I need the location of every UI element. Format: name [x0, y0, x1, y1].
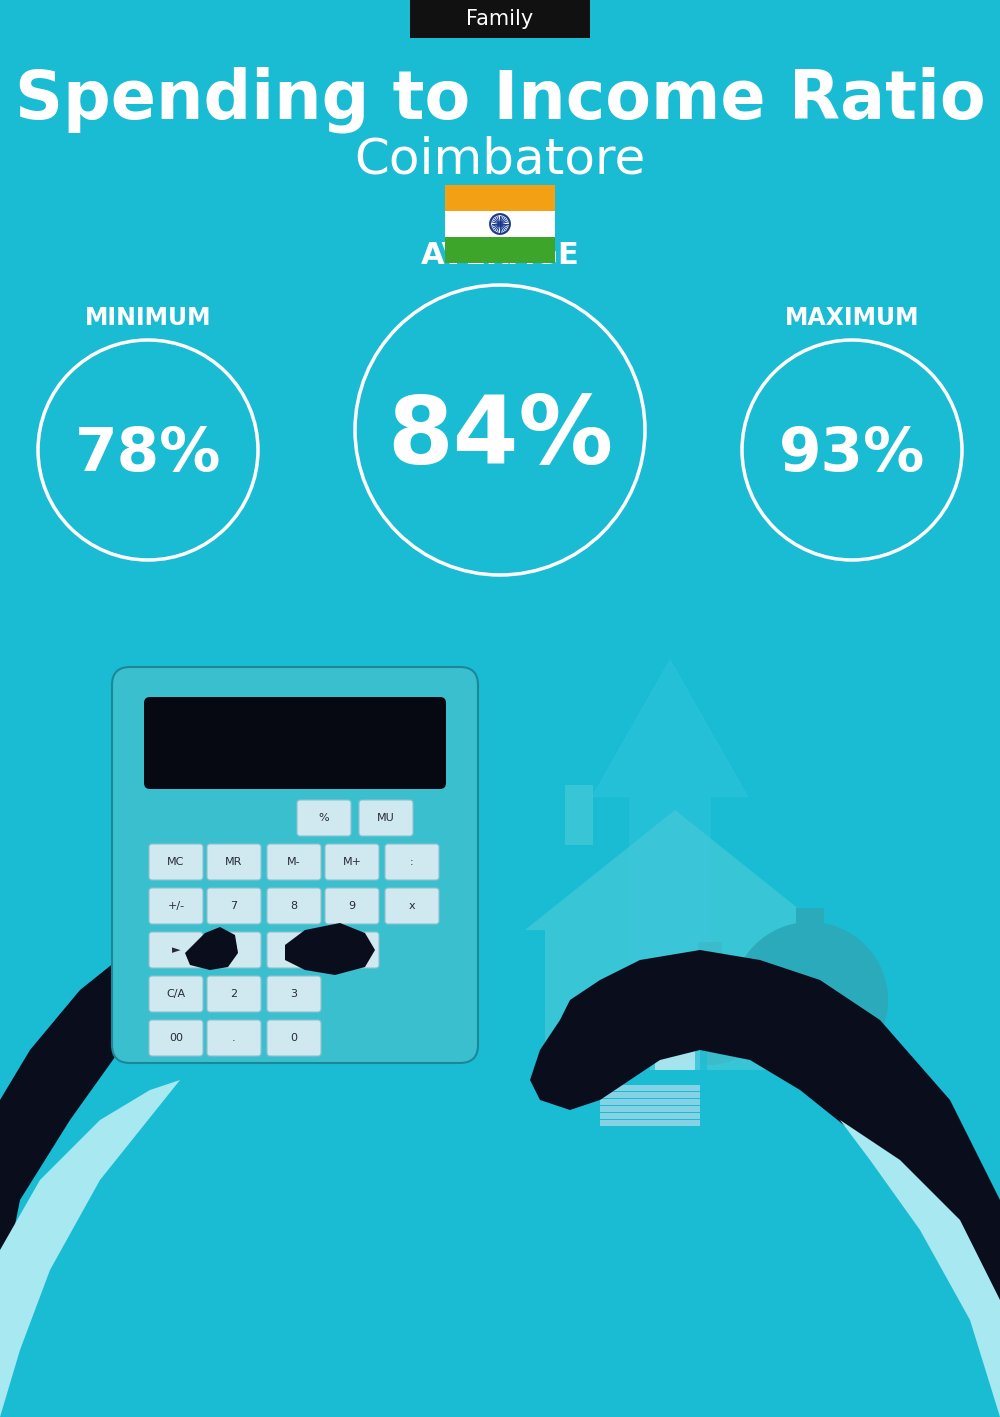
Text: 9: 9: [348, 901, 356, 911]
Polygon shape: [318, 720, 462, 1050]
FancyBboxPatch shape: [267, 932, 321, 968]
FancyBboxPatch shape: [267, 1020, 321, 1056]
FancyBboxPatch shape: [267, 976, 321, 1012]
Bar: [565, 785, 593, 845]
Text: 93%: 93%: [779, 425, 925, 485]
FancyBboxPatch shape: [267, 888, 321, 924]
FancyBboxPatch shape: [325, 932, 379, 968]
Circle shape: [732, 922, 888, 1078]
Text: $: $: [789, 979, 831, 1037]
FancyBboxPatch shape: [385, 888, 439, 924]
FancyBboxPatch shape: [207, 1020, 261, 1056]
Text: $: $: [696, 996, 724, 1034]
Circle shape: [655, 955, 765, 1066]
Text: M-: M-: [287, 857, 301, 867]
Bar: [695, 990, 707, 1070]
Polygon shape: [0, 1080, 180, 1417]
Text: MR: MR: [225, 857, 243, 867]
FancyBboxPatch shape: [325, 845, 379, 880]
Text: Family: Family: [466, 9, 534, 28]
Text: AVERAGE: AVERAGE: [421, 241, 579, 269]
FancyBboxPatch shape: [207, 932, 261, 968]
FancyBboxPatch shape: [297, 801, 351, 836]
Polygon shape: [525, 811, 825, 930]
Text: 8: 8: [290, 901, 298, 911]
Bar: [600, 1085, 700, 1091]
Text: :: :: [410, 857, 414, 867]
Text: x: x: [409, 901, 415, 911]
FancyBboxPatch shape: [359, 801, 413, 836]
Bar: [698, 942, 722, 962]
FancyBboxPatch shape: [144, 697, 446, 789]
Circle shape: [499, 222, 501, 225]
Bar: [650, 990, 700, 1070]
FancyBboxPatch shape: [149, 845, 203, 880]
Bar: [445, 186, 555, 211]
FancyBboxPatch shape: [207, 845, 261, 880]
FancyBboxPatch shape: [267, 845, 321, 880]
Text: 00: 00: [169, 1033, 183, 1043]
Text: 0: 0: [290, 1033, 298, 1043]
Text: C/A: C/A: [166, 989, 186, 999]
Bar: [600, 1100, 700, 1105]
Bar: [600, 1093, 700, 1098]
Text: Coimbatore: Coimbatore: [354, 136, 646, 184]
Bar: [410, 0, 590, 38]
Text: +/-: +/-: [167, 901, 185, 911]
Text: 2: 2: [230, 989, 238, 999]
FancyBboxPatch shape: [112, 667, 478, 1063]
Bar: [600, 1119, 700, 1127]
Bar: [600, 1107, 700, 1112]
Bar: [600, 1112, 700, 1119]
Polygon shape: [840, 1119, 1000, 1417]
Text: M+: M+: [342, 857, 362, 867]
FancyBboxPatch shape: [325, 888, 379, 924]
Polygon shape: [285, 922, 375, 975]
Bar: [796, 908, 824, 930]
Polygon shape: [185, 927, 238, 971]
FancyBboxPatch shape: [207, 976, 261, 1012]
Text: 78%: 78%: [75, 425, 221, 485]
Text: ►: ►: [172, 945, 180, 955]
Polygon shape: [592, 660, 748, 1050]
FancyBboxPatch shape: [207, 888, 261, 924]
Text: 4: 4: [230, 945, 238, 955]
Text: MINIMUM: MINIMUM: [85, 306, 211, 330]
Bar: [545, 930, 805, 1070]
FancyBboxPatch shape: [149, 888, 203, 924]
FancyBboxPatch shape: [149, 1020, 203, 1056]
Text: 7: 7: [230, 901, 238, 911]
Text: 3: 3: [290, 989, 298, 999]
Text: %: %: [319, 813, 329, 823]
FancyBboxPatch shape: [149, 932, 203, 968]
Bar: [643, 990, 655, 1070]
Bar: [445, 211, 555, 237]
Text: MC: MC: [167, 857, 185, 867]
FancyBboxPatch shape: [149, 976, 203, 1012]
Polygon shape: [145, 740, 255, 1000]
Text: -: -: [350, 945, 354, 955]
FancyBboxPatch shape: [385, 845, 439, 880]
Bar: [445, 237, 555, 264]
Text: 5: 5: [290, 945, 298, 955]
Text: MAXIMUM: MAXIMUM: [785, 306, 919, 330]
Polygon shape: [530, 949, 1000, 1417]
Text: MU: MU: [377, 813, 395, 823]
Text: Spending to Income Ratio: Spending to Income Ratio: [15, 67, 985, 133]
Polygon shape: [0, 830, 360, 1417]
Text: .: .: [232, 1033, 236, 1043]
Text: 84%: 84%: [387, 393, 613, 485]
